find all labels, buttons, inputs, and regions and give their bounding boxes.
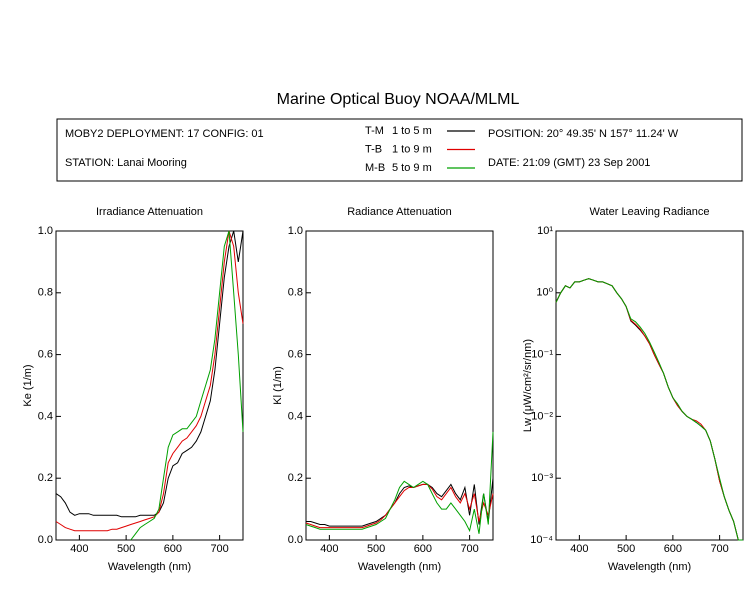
series-line — [555, 278, 743, 541]
y-tick-label: 0.4 — [288, 410, 303, 422]
legend-code: M-B — [365, 162, 385, 174]
chart-title: Radiance Attenuation — [347, 206, 452, 218]
x-tick-label: 500 — [367, 543, 385, 555]
x-tick-label: 400 — [570, 543, 588, 555]
series-line — [555, 278, 743, 541]
plot-frame — [55, 230, 244, 541]
x-tick-label: 700 — [460, 543, 478, 555]
x-tick-label: 500 — [117, 543, 135, 555]
series-line — [306, 478, 494, 527]
chart-title: Water Leaving Radiance — [589, 206, 709, 218]
station: STATION: Lanai Mooring — [65, 157, 187, 169]
legend-code: T-B — [365, 143, 382, 155]
y-tick-label: 10⁻² — [531, 410, 553, 422]
x-tick-label: 400 — [320, 543, 338, 555]
x-tick-label: 600 — [664, 543, 682, 555]
y-tick-label: 0.6 — [288, 349, 303, 361]
y-tick-label: 0.8 — [288, 287, 303, 299]
y-tick-label: 1.0 — [288, 225, 303, 237]
series-line — [555, 278, 743, 541]
y-tick-label: 0.4 — [38, 410, 53, 422]
x-tick-label: 600 — [164, 543, 182, 555]
legend-code: T-M — [365, 125, 384, 137]
y-tick-label: 0.8 — [38, 287, 53, 299]
deployment: MOBY2 DEPLOYMENT: 17 CONFIG: 01 — [65, 128, 264, 140]
series-line — [55, 230, 244, 532]
y-tick-label: 10⁻⁴ — [530, 534, 553, 546]
series-line — [305, 431, 494, 534]
y-axis-label: Ke (1/m) — [22, 364, 34, 406]
x-tick-label: 500 — [617, 543, 635, 555]
y-tick-label: 10⁻¹ — [531, 349, 553, 361]
series-line — [130, 230, 244, 541]
y-tick-label: 0.0 — [38, 534, 53, 546]
y-axis-label: Lw (μW/cm²/sr/nm) — [522, 339, 534, 432]
x-tick-label: 700 — [210, 543, 228, 555]
chart-title: Irradiance Attenuation — [96, 206, 203, 218]
x-tick-label: 400 — [70, 543, 88, 555]
legend-depth: 1 to 9 m — [392, 143, 432, 155]
legend-depth: 5 to 9 m — [392, 162, 432, 174]
y-tick-label: 10⁻³ — [531, 472, 553, 484]
x-axis-label: Wavelength (nm) — [608, 561, 691, 573]
x-tick-label: 600 — [414, 543, 432, 555]
legend-depth: 1 to 5 m — [392, 125, 432, 137]
y-axis-label: Kl (1/m) — [272, 366, 284, 405]
info-box — [56, 118, 743, 182]
x-axis-label: Wavelength (nm) — [358, 561, 441, 573]
y-tick-label: 0.2 — [38, 472, 53, 484]
y-tick-label: 10⁰ — [536, 287, 553, 299]
date: DATE: 21:09 (GMT) 23 Sep 2001 — [488, 157, 650, 169]
y-tick-label: 0.6 — [38, 349, 53, 361]
y-tick-label: 10¹ — [537, 225, 553, 237]
y-tick-label: 0.2 — [288, 472, 303, 484]
plot-frame — [555, 230, 744, 541]
page-title: Marine Optical Buoy NOAA/MLML — [277, 91, 520, 108]
x-tick-label: 700 — [710, 543, 728, 555]
series-line — [305, 483, 494, 529]
position: POSITION: 20° 49.35' N 157° 11.24' W — [488, 128, 679, 140]
plot-frame — [305, 230, 494, 541]
series-line — [55, 230, 244, 518]
x-axis-label: Wavelength (nm) — [108, 561, 191, 573]
y-tick-label: 1.0 — [38, 225, 53, 237]
y-tick-label: 0.0 — [288, 534, 303, 546]
